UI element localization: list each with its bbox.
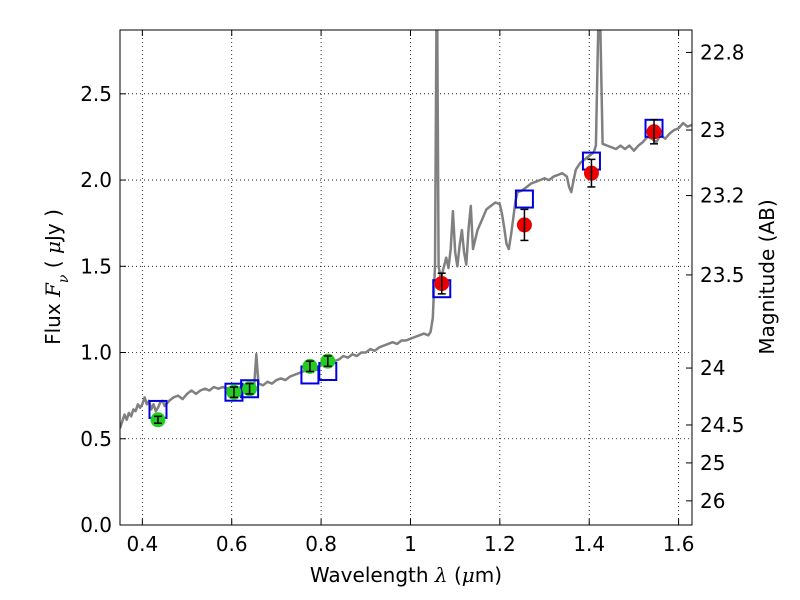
y2-tick-label: 23: [700, 118, 725, 142]
y-tick-label: 2.5: [80, 82, 112, 106]
spectrum-line: [120, 30, 692, 429]
model-square-marker: [514, 189, 534, 209]
x-axis-label-main: Wavelength: [310, 563, 435, 587]
x-tick-label: 1.4: [573, 532, 605, 556]
x-tick-label: 1.2: [484, 532, 516, 556]
model-square-marker: [224, 382, 244, 402]
y-axis-label-var: F: [41, 282, 65, 298]
y-axis-label-sub: ν: [56, 274, 72, 283]
y-axis-label-mu: μ: [41, 241, 65, 254]
x-axis-label-open: (: [448, 563, 462, 587]
x-tick-label: 0.4: [126, 532, 158, 556]
y-tick-label: 0.0: [80, 513, 112, 537]
y2-tick-label: 26: [700, 489, 725, 513]
y-tick-label: 2.0: [80, 168, 112, 192]
x-tick-label: 0.6: [216, 532, 248, 556]
model-square-marker: [240, 379, 260, 399]
y2-tick-label: 23.5: [700, 263, 745, 287]
y-axis-label-main: Flux: [41, 297, 65, 345]
y-axis-label-open: (: [41, 254, 65, 275]
x-axis-label-var: λ: [434, 563, 448, 587]
x-tick-label: 0.8: [305, 532, 337, 556]
y2-tick-label: 23.2: [700, 184, 745, 208]
y2-tick-label: 24: [700, 356, 725, 380]
y2-tick-label: 22.8: [700, 40, 745, 64]
y-tick-label: 0.5: [80, 427, 112, 451]
y-tick-label: 1.5: [80, 254, 112, 278]
y-axis-label-unit: Jy ): [41, 209, 65, 243]
x-axis-label-mu: μ: [462, 563, 475, 587]
y2-axis-label: Magnitude (AB): [755, 199, 779, 354]
y2-tick-label: 24.5: [700, 413, 745, 437]
x-tick-label: 1.6: [663, 532, 695, 556]
y2-tick-label: 25: [700, 451, 725, 475]
x-axis-label-unit: m): [475, 563, 502, 587]
y-tick-label: 1.0: [80, 341, 112, 365]
x-axis-label: Wavelength λ (μm): [310, 563, 502, 587]
x-tick-label: 1: [404, 532, 417, 556]
plot-frame: [119, 29, 693, 526]
y-axis-label: Flux Fν ( μJy ): [41, 209, 72, 345]
